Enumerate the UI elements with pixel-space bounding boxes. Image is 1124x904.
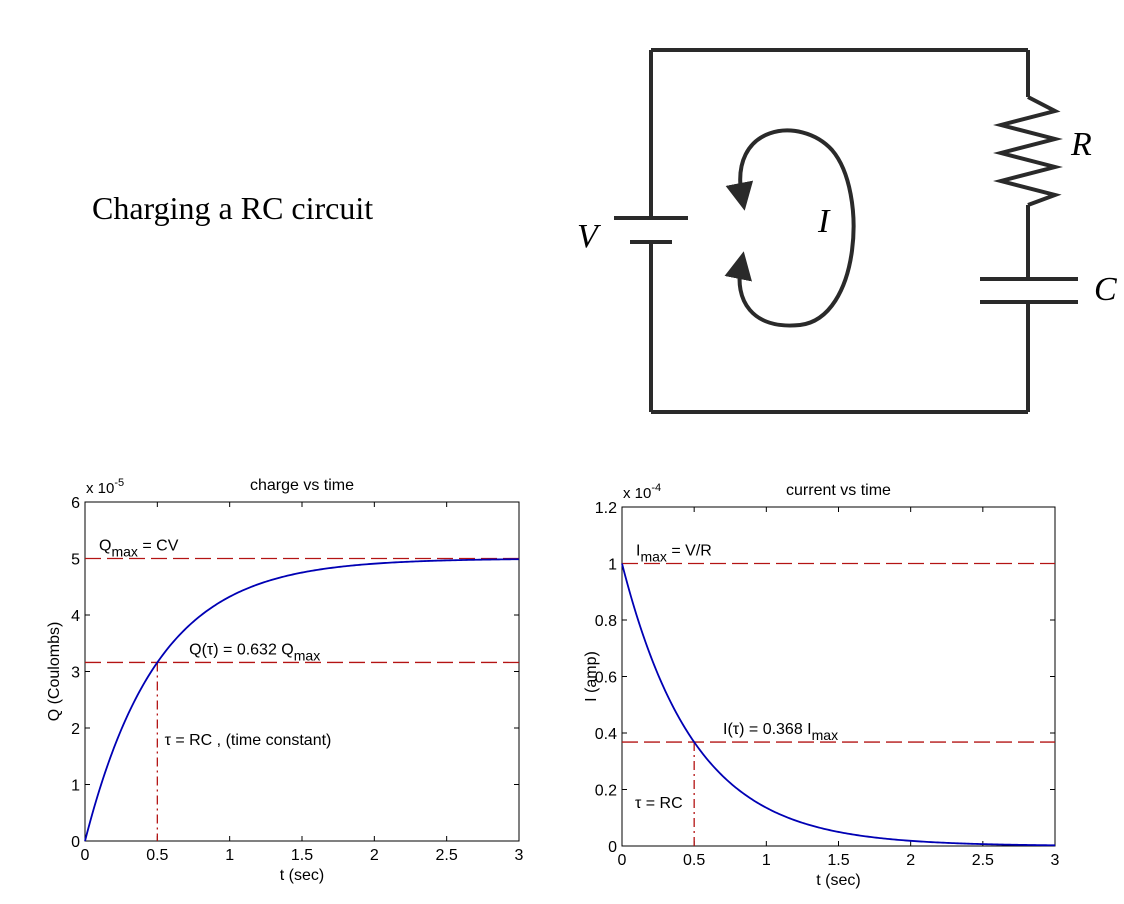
resistor-symbol [993, 95, 1063, 207]
y-tick-label: 0.4 [595, 726, 617, 743]
tau-value-annotation-main: Q(τ) = 0.632 Q [189, 641, 294, 658]
x-tick-label: 3 [1051, 852, 1060, 869]
max-annotation-sub: max [640, 549, 666, 565]
max-annotation: Qmax = CV [99, 538, 179, 560]
tau-value-annotation-sub: max [812, 727, 838, 743]
circuit-diagram: V I R C [577, 48, 1117, 414]
axis-exponent-power: -5 [114, 477, 124, 489]
circuit-wires [649, 48, 1030, 414]
x-tick-label: 1.5 [827, 852, 849, 869]
time-constant-annotation: τ = RC , (time constant) [165, 732, 332, 749]
y-tick-label: 0 [608, 839, 617, 856]
x-tick-label: 0 [618, 852, 627, 869]
y-tick-label: 0.2 [595, 783, 617, 800]
tau-value-annotation: Q(τ) = 0.632 Qmax [189, 641, 320, 663]
x-tick-label: 2 [906, 852, 915, 869]
x-tick-label: 2.5 [436, 847, 458, 864]
y-tick-label: 4 [71, 608, 80, 625]
capacitor-label: C [1094, 271, 1117, 308]
y-tick-label: 1.2 [595, 500, 617, 517]
max-annotation-rest: = CV [138, 538, 179, 555]
max-annotation: Imax = V/R [636, 543, 712, 565]
y-axis-label: Q (Coulombs) [46, 622, 63, 722]
x-tick-label: 2.5 [972, 852, 994, 869]
y-tick-label: 1 [71, 778, 80, 795]
y-tick-label: 0 [71, 834, 80, 851]
x-tick-label: 0 [81, 847, 90, 864]
slide-title: Charging a RC circuit [92, 190, 373, 226]
capacitor-symbol [980, 277, 1078, 304]
x-tick-label: 1 [225, 847, 234, 864]
y-tick-label: 0.6 [595, 670, 617, 687]
x-axis-label: t (sec) [280, 867, 324, 884]
y-tick-label: 3 [71, 665, 80, 682]
current-vs-time-chart: 0 0.5 1 1.5 2 2.5 3 0 0.2 0.4 0.6 0.8 1 1.2 current vs… [583, 482, 1060, 889]
chart-title: charge vs time [250, 477, 354, 494]
time-constant-annotation: τ = RC [635, 795, 683, 812]
y-tick-label: 6 [71, 495, 80, 512]
x-axis-label: t (sec) [816, 872, 860, 889]
current-loop-arrow-icon [724, 128, 856, 328]
max-annotation-rest: = V/R [667, 543, 712, 560]
x-tick-label: 3 [515, 847, 524, 864]
axis-exponent-power: -4 [651, 482, 661, 494]
y-tick-label: 0.8 [595, 613, 617, 630]
y-tick-label: 1 [608, 557, 617, 574]
max-annotation-main: Q [99, 538, 111, 555]
battery-symbol [614, 216, 688, 244]
x-tick-label: 0.5 [683, 852, 705, 869]
y-tick-label: 5 [71, 552, 80, 569]
voltage-label: V [577, 218, 602, 255]
tau-value-annotation-main: I(τ) = 0.368 I [723, 721, 812, 738]
y-axis-label: I (amp) [583, 651, 600, 702]
tau-value-annotation-sub: max [294, 647, 320, 663]
y-tick-label: 2 [71, 721, 80, 738]
x-tick-label: 2 [370, 847, 379, 864]
x-tick-label: 1 [762, 852, 771, 869]
data-curve [621, 563, 1056, 847]
axis-exponent-base: x 10 [86, 480, 114, 497]
current-label: I [817, 203, 831, 240]
axis-exponent: x 10-4 [623, 482, 661, 502]
max-annotation-sub: max [111, 544, 137, 560]
x-tick-label: 1.5 [291, 847, 313, 864]
chart-title: current vs time [786, 482, 891, 499]
tau-value-annotation: I(τ) = 0.368 Imax [723, 721, 838, 743]
axis-exponent-base: x 10 [623, 485, 651, 502]
x-tick-label: 0.5 [146, 847, 168, 864]
axis-exponent: x 10-5 [86, 477, 124, 497]
charge-vs-time-chart: 0 0.5 1 1.5 2 2.5 3 0 1 2 3 4 5 6 charge vs time t (sec… [46, 477, 524, 884]
max-annotation-main: I [636, 543, 640, 560]
data-curve [84, 558, 520, 842]
resistor-label: R [1070, 126, 1092, 163]
